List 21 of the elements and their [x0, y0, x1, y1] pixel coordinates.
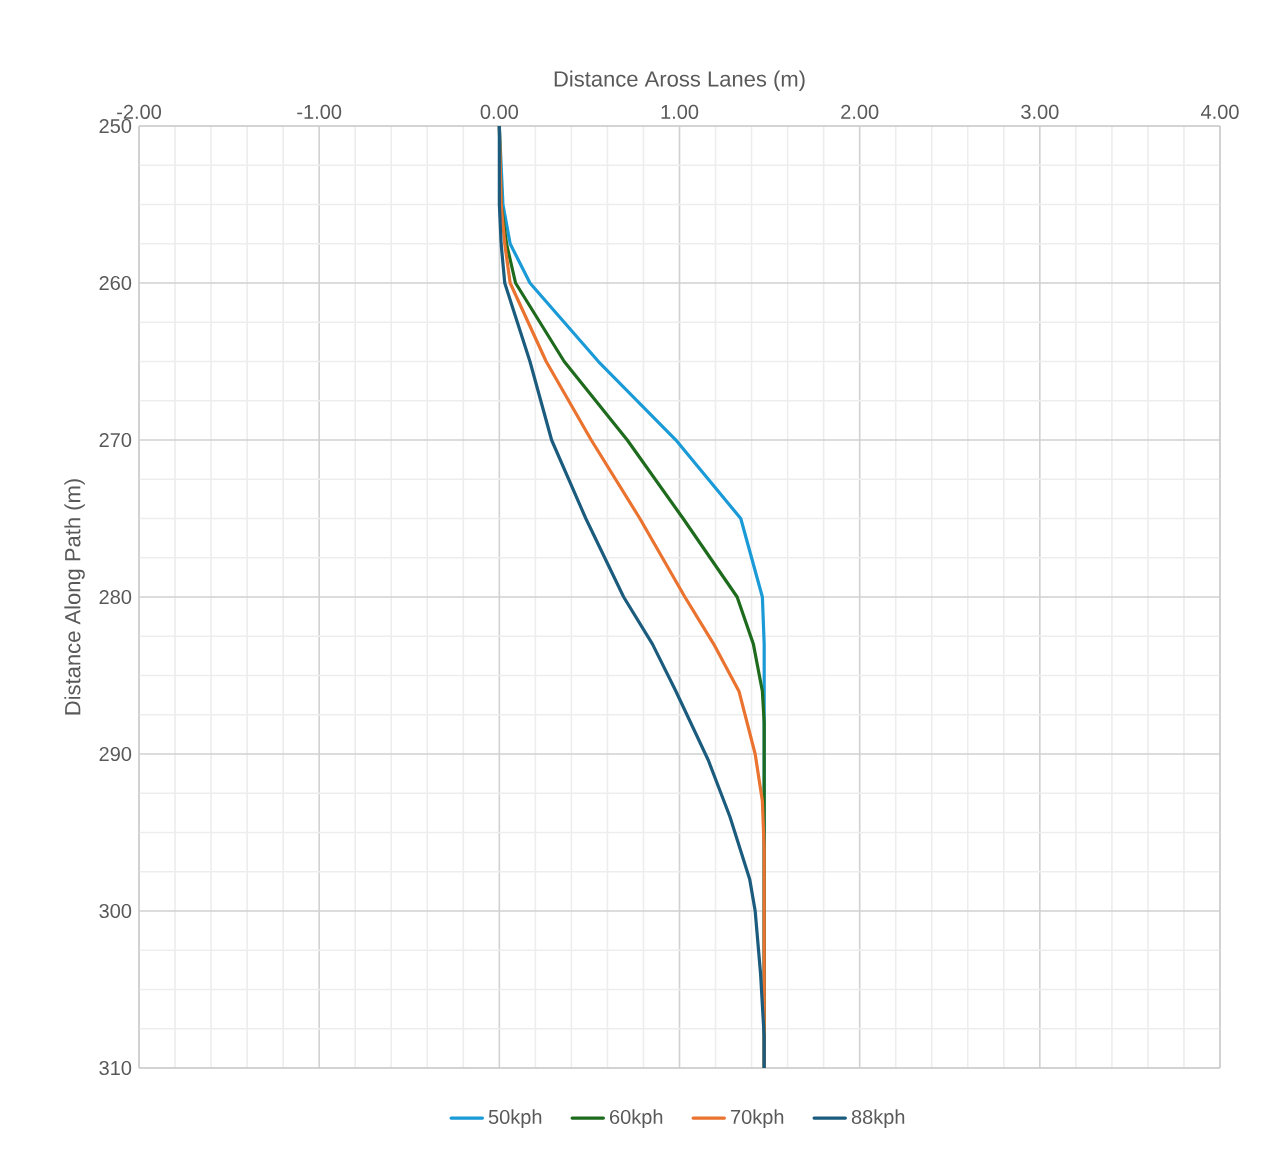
y-tick-label: 290 — [99, 746, 132, 762]
x-tick-label: -2.00 — [117, 104, 162, 119]
line-series — [497, 126, 766, 1068]
y-tick-label: 260 — [99, 275, 132, 291]
x-tick-label: 2.00 — [841, 104, 879, 119]
legend-label: 88kph — [851, 1109, 905, 1128]
x-tick-label: 3.00 — [1021, 104, 1059, 119]
legend-label: 70kph — [731, 1109, 784, 1128]
y-tick-label: 310 — [99, 1060, 132, 1076]
x-tick-label: 1.00 — [661, 104, 699, 119]
y-axis-title: Distance Along Path (m) — [64, 479, 85, 715]
x-tick-label: 4.00 — [1201, 104, 1239, 119]
legend-label: 50kph — [488, 1109, 542, 1128]
y-tick-label: 270 — [99, 432, 132, 448]
x-axis-title: Distance Aross Lanes (m) — [554, 70, 805, 92]
y-tick-label: 280 — [99, 589, 132, 605]
legend-label: 60kph — [610, 1109, 663, 1128]
y-tick-label: 300 — [99, 903, 132, 919]
x-tick-label: -1.00 — [297, 104, 342, 119]
y-tick-label: 250 — [99, 118, 132, 134]
x-tick-label: 0.00 — [480, 104, 519, 119]
